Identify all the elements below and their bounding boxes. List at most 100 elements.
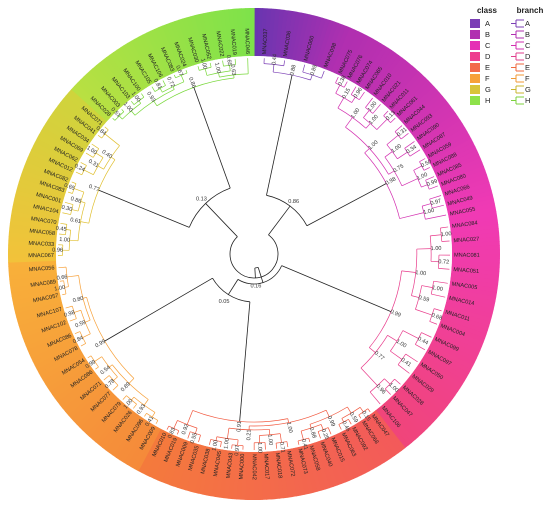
class-band: [413, 367, 456, 400]
class-band: [439, 318, 487, 339]
support-value: 1.00: [441, 231, 452, 238]
branch-segment: [358, 414, 362, 419]
class-band: [284, 448, 297, 498]
branch-segment: [415, 309, 433, 316]
branch-segment: [441, 240, 450, 242]
class-band: [153, 27, 178, 74]
branch-legend-item: C: [511, 40, 549, 51]
support-value: 0.86: [187, 77, 196, 89]
backbone-arc: [212, 277, 250, 303]
class-band: [446, 194, 494, 210]
support-value: 0.93: [145, 91, 156, 103]
support-value: 1.00: [415, 270, 427, 277]
class-band: [271, 8, 281, 58]
class-band: [31, 145, 77, 171]
class-band: [13, 198, 62, 213]
class-band: [18, 177, 66, 197]
support-value: 1.00: [431, 246, 442, 252]
branch-segment: [131, 110, 136, 116]
branch-segment: [195, 428, 198, 434]
class-band: [80, 76, 117, 114]
backbone-segment: [254, 267, 256, 278]
support-value: 0.99: [426, 178, 438, 188]
branch-segment: [62, 293, 67, 296]
branch-arc: [154, 85, 166, 92]
tip-label: MNAC046: [243, 28, 250, 54]
branch-segment: [95, 366, 99, 370]
class-band: [27, 330, 74, 355]
branch-segment: [386, 134, 399, 145]
support-value: 0.44: [271, 54, 278, 65]
branch-arc: [394, 131, 402, 140]
branch-segment: [302, 64, 306, 73]
support-value: 1.00: [395, 339, 407, 350]
branch-arc: [232, 444, 244, 447]
branch-arc: [81, 165, 87, 175]
branch-arc: [63, 280, 67, 295]
class-band: [451, 232, 500, 241]
support-value: 0.45: [55, 226, 67, 233]
branch-segment: [347, 406, 352, 414]
class-legend-label: D: [485, 52, 491, 61]
class-band: [421, 355, 465, 385]
class-band: [334, 29, 359, 75]
branch-segment: [59, 280, 64, 282]
class-band: [181, 443, 200, 491]
tip-label: MNAC055: [450, 207, 476, 218]
class-band: [126, 423, 155, 468]
branch-segment: [128, 378, 135, 384]
branch-segment: [74, 331, 81, 335]
class-band: [211, 10, 224, 60]
tip-label: MNAC038: [200, 448, 212, 475]
branch-segment: [351, 96, 356, 103]
support-value: 1.00: [387, 382, 399, 394]
class-swatch: [470, 52, 480, 61]
class-swatch: [470, 30, 480, 39]
root-support-value: 0.05: [219, 299, 230, 305]
class-legend-item: H: [470, 95, 504, 106]
class-band: [14, 298, 62, 314]
branch-segment: [297, 440, 300, 445]
support-value: 0.65: [225, 55, 232, 67]
class-band: [304, 444, 322, 492]
class-band: [378, 405, 413, 446]
tip-label: MNAC057: [33, 293, 59, 304]
class-band: [433, 334, 479, 359]
class-band: [79, 393, 117, 431]
branch-segment: [75, 171, 83, 176]
branch-segment: [409, 149, 421, 157]
backbone-segment: [306, 183, 387, 227]
support-value: 1.00: [199, 58, 208, 70]
class-band: [389, 74, 426, 112]
class-band: [281, 449, 293, 498]
class-band: [364, 50, 396, 93]
branch-legend-label: E: [525, 63, 531, 72]
class-band: [380, 403, 416, 443]
class-band: [38, 130, 83, 159]
class-band: [355, 43, 385, 87]
backbone-segment: [281, 265, 392, 312]
branch-arc: [101, 356, 118, 378]
class-band: [8, 256, 57, 263]
class-band: [437, 324, 484, 347]
support-value: 0.88: [289, 64, 297, 76]
class-band: [173, 19, 194, 67]
class-band: [127, 40, 156, 85]
class-band: [169, 439, 190, 487]
class-band: [67, 383, 107, 419]
branch-arc: [337, 107, 367, 129]
class-band: [20, 173, 67, 193]
branch-segment: [131, 396, 135, 401]
branch-arc: [80, 310, 91, 334]
class-band: [25, 157, 72, 180]
class-band: [18, 311, 66, 331]
tip-label: MNAC019: [229, 29, 237, 55]
branch-legend-label: C: [525, 41, 531, 50]
branch-segment: [411, 295, 420, 298]
support-value: 0.40: [101, 149, 113, 160]
class-band: [355, 421, 385, 466]
class-band: [65, 380, 105, 416]
class-band: [9, 223, 58, 234]
class-band: [264, 8, 272, 57]
branch-segment: [69, 318, 77, 322]
